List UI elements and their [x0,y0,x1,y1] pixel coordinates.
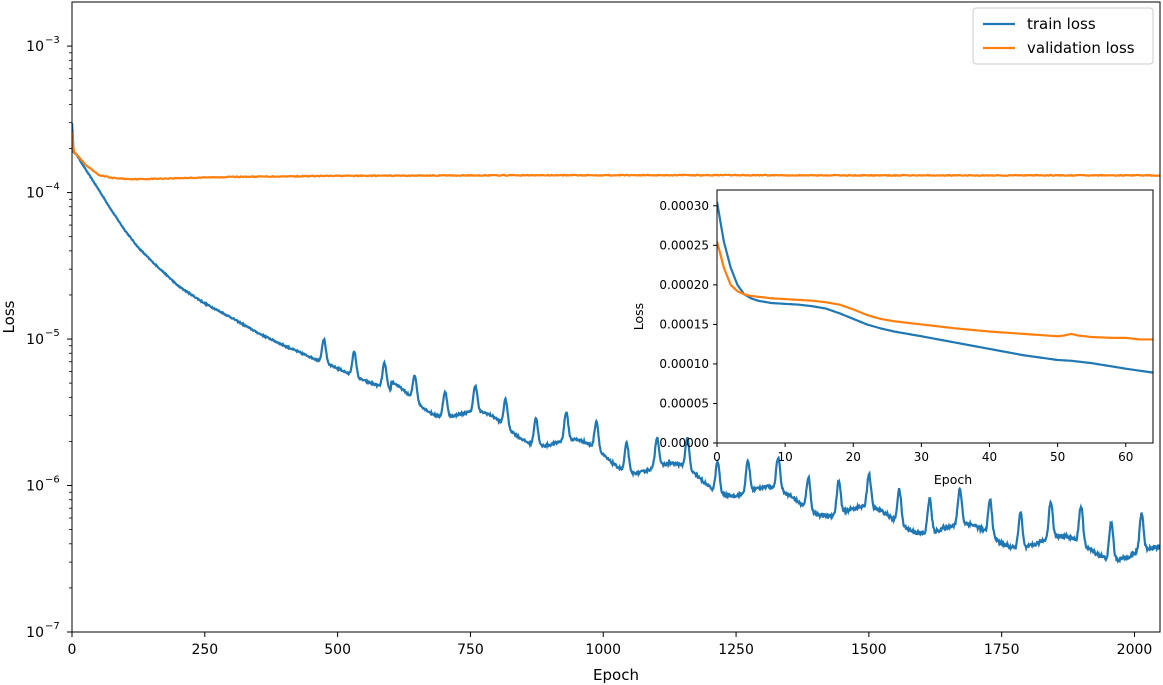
x-tick-label: 250 [191,642,218,658]
inset-axes-frame [716,189,1154,444]
inset-x-tick-label: 0 [713,450,721,464]
inset-y-tick-label: 0.00000 [659,436,709,450]
inset-x-tick-label: 50 [1050,450,1065,464]
x-tick-label: 1250 [718,642,754,658]
inset-plot: 0 10 20 30 40 50 60 0.00000 0.00005 0.00010 0.0001… [631,189,1154,487]
x-tick-label: 500 [324,642,351,658]
x-axis-label: Epoch [593,666,639,684]
y-tick-label: 10 [26,186,44,202]
y-tick-exponent: −3 [45,35,60,46]
inset-y-tick-label: 0.00005 [659,396,709,410]
y-tick-exponent: −6 [45,475,60,486]
inset-validation-line [717,241,1153,341]
legend: train loss validation loss [972,7,1154,65]
y-tick-label: 10 [26,332,44,348]
x-tick-label: 2000 [1117,642,1153,658]
inset-x-tick-label: 40 [982,450,997,464]
inset-y-tick-label: 0.00010 [659,357,709,371]
y-tick-exponent: −5 [45,328,60,339]
main-axes-frame [71,1,1161,633]
y-tick-label: 10 [26,479,44,495]
legend-box [972,7,1154,65]
inset-x-tick-label: 20 [846,450,861,464]
inset-y-axis-label: Loss [631,303,646,330]
inset-train-line [717,201,1153,374]
series-line-train-loss [72,122,1160,564]
y-tick-exponent: −7 [45,621,60,632]
x-tick-label: 1500 [851,642,887,658]
x-tick-label: 1750 [984,642,1020,658]
inset-y-tick-label: 0.00025 [659,238,709,252]
x-tick-label: 750 [457,642,484,658]
legend-label-validation-loss: validation loss [1027,39,1135,57]
y-tick-label: 10 [26,625,44,641]
series-line-validation-loss [72,132,1160,181]
inset-x-axis-label: Epoch [934,472,972,487]
y-tick-label: 10 [26,39,44,55]
inset-background [717,190,1153,443]
legend-label-train-loss: train loss [1027,15,1096,33]
inset-x-tick-label: 10 [777,450,792,464]
inset-y-tick-label: 0.00030 [659,199,709,213]
inset-x-tick-label: 30 [914,450,929,464]
inset-y-tick-label: 0.00015 [659,317,709,331]
x-tick-label: 0 [68,642,77,658]
y-axis-label: Loss [0,300,18,333]
x-tick-label: 1000 [585,642,621,658]
inset-y-tick-label: 0.00020 [659,278,709,292]
y-tick-exponent: −4 [45,182,60,193]
inset-x-tick-label: 60 [1118,450,1133,464]
